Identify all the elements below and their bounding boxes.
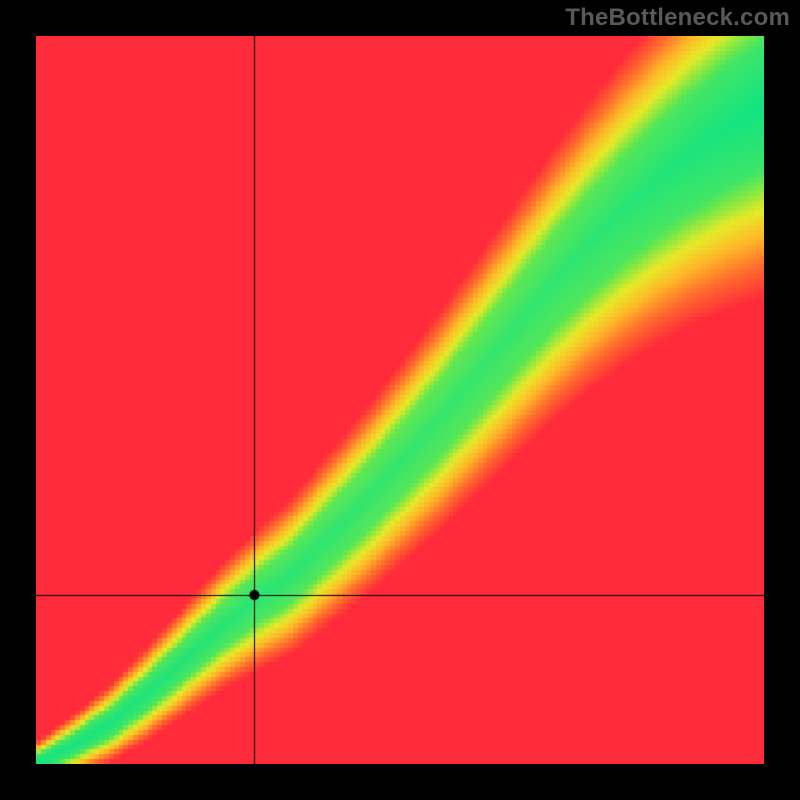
watermark-text: TheBottleneck.com — [565, 4, 790, 32]
chart-container: TheBottleneck.com — [0, 0, 800, 800]
bottleneck-heatmap — [36, 36, 764, 764]
